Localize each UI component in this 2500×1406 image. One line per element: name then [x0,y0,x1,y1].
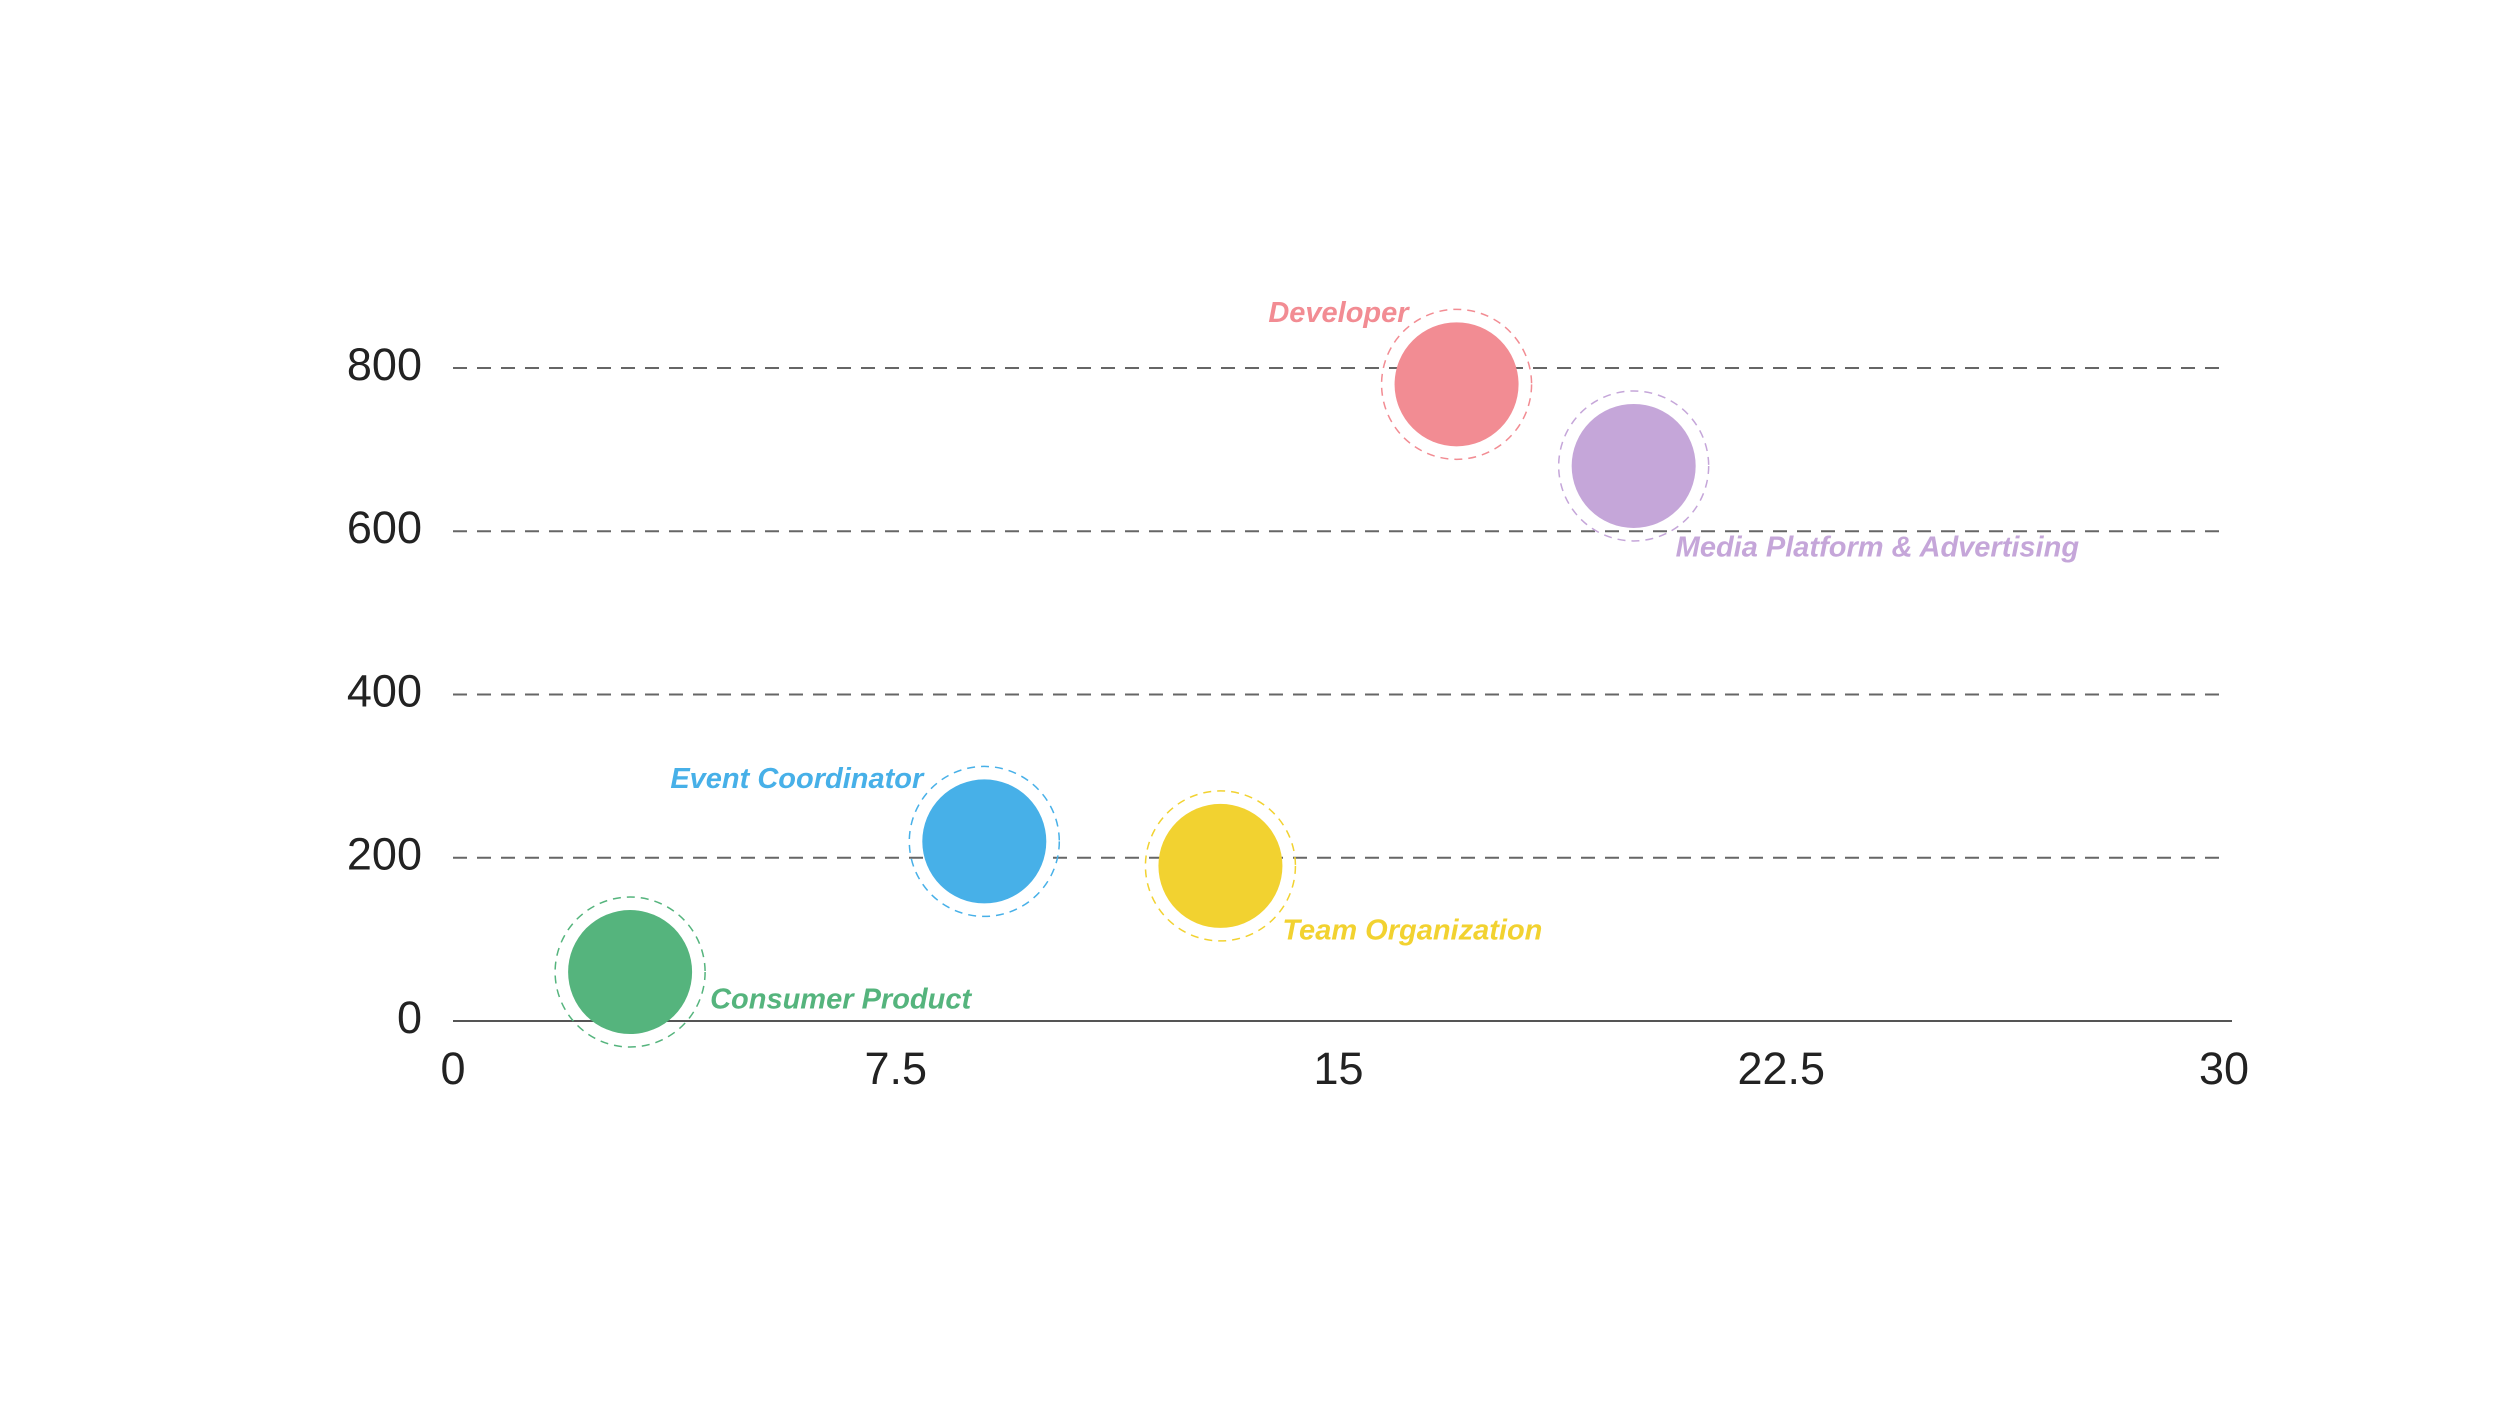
bubble-label: Media Platform & Advertising [1676,532,2080,564]
y-tick-label: 600 [347,502,422,553]
y-tick-label: 800 [347,339,422,390]
x-tick-label: 15 [1313,1043,1363,1094]
x-tick-label: 22.5 [1737,1043,1825,1094]
bubble-ring [1380,308,1533,461]
bubble [1394,322,1519,447]
y-tick-label: 400 [347,665,422,716]
bubble-label: Consumer Product [710,984,972,1016]
bubble-label: Team Organization [1282,915,1542,947]
bubble [922,779,1047,904]
bubble-label: Developer [1268,297,1410,329]
bubble [568,910,693,1035]
x-tick-label: 30 [2199,1043,2249,1094]
bubble-ring [908,765,1061,918]
bubble [1571,403,1696,528]
bubble-label: Event Coordinator [670,763,925,795]
y-tick-label: 0 [397,992,422,1043]
bubble-ring [1557,390,1710,542]
bubble-ring [554,896,706,1048]
bubble-ring [1144,790,1297,942]
x-tick-label: 7.5 [864,1043,927,1094]
y-tick-label: 200 [347,829,422,880]
x-tick-label: 0 [440,1043,465,1094]
bubble [1158,803,1283,928]
